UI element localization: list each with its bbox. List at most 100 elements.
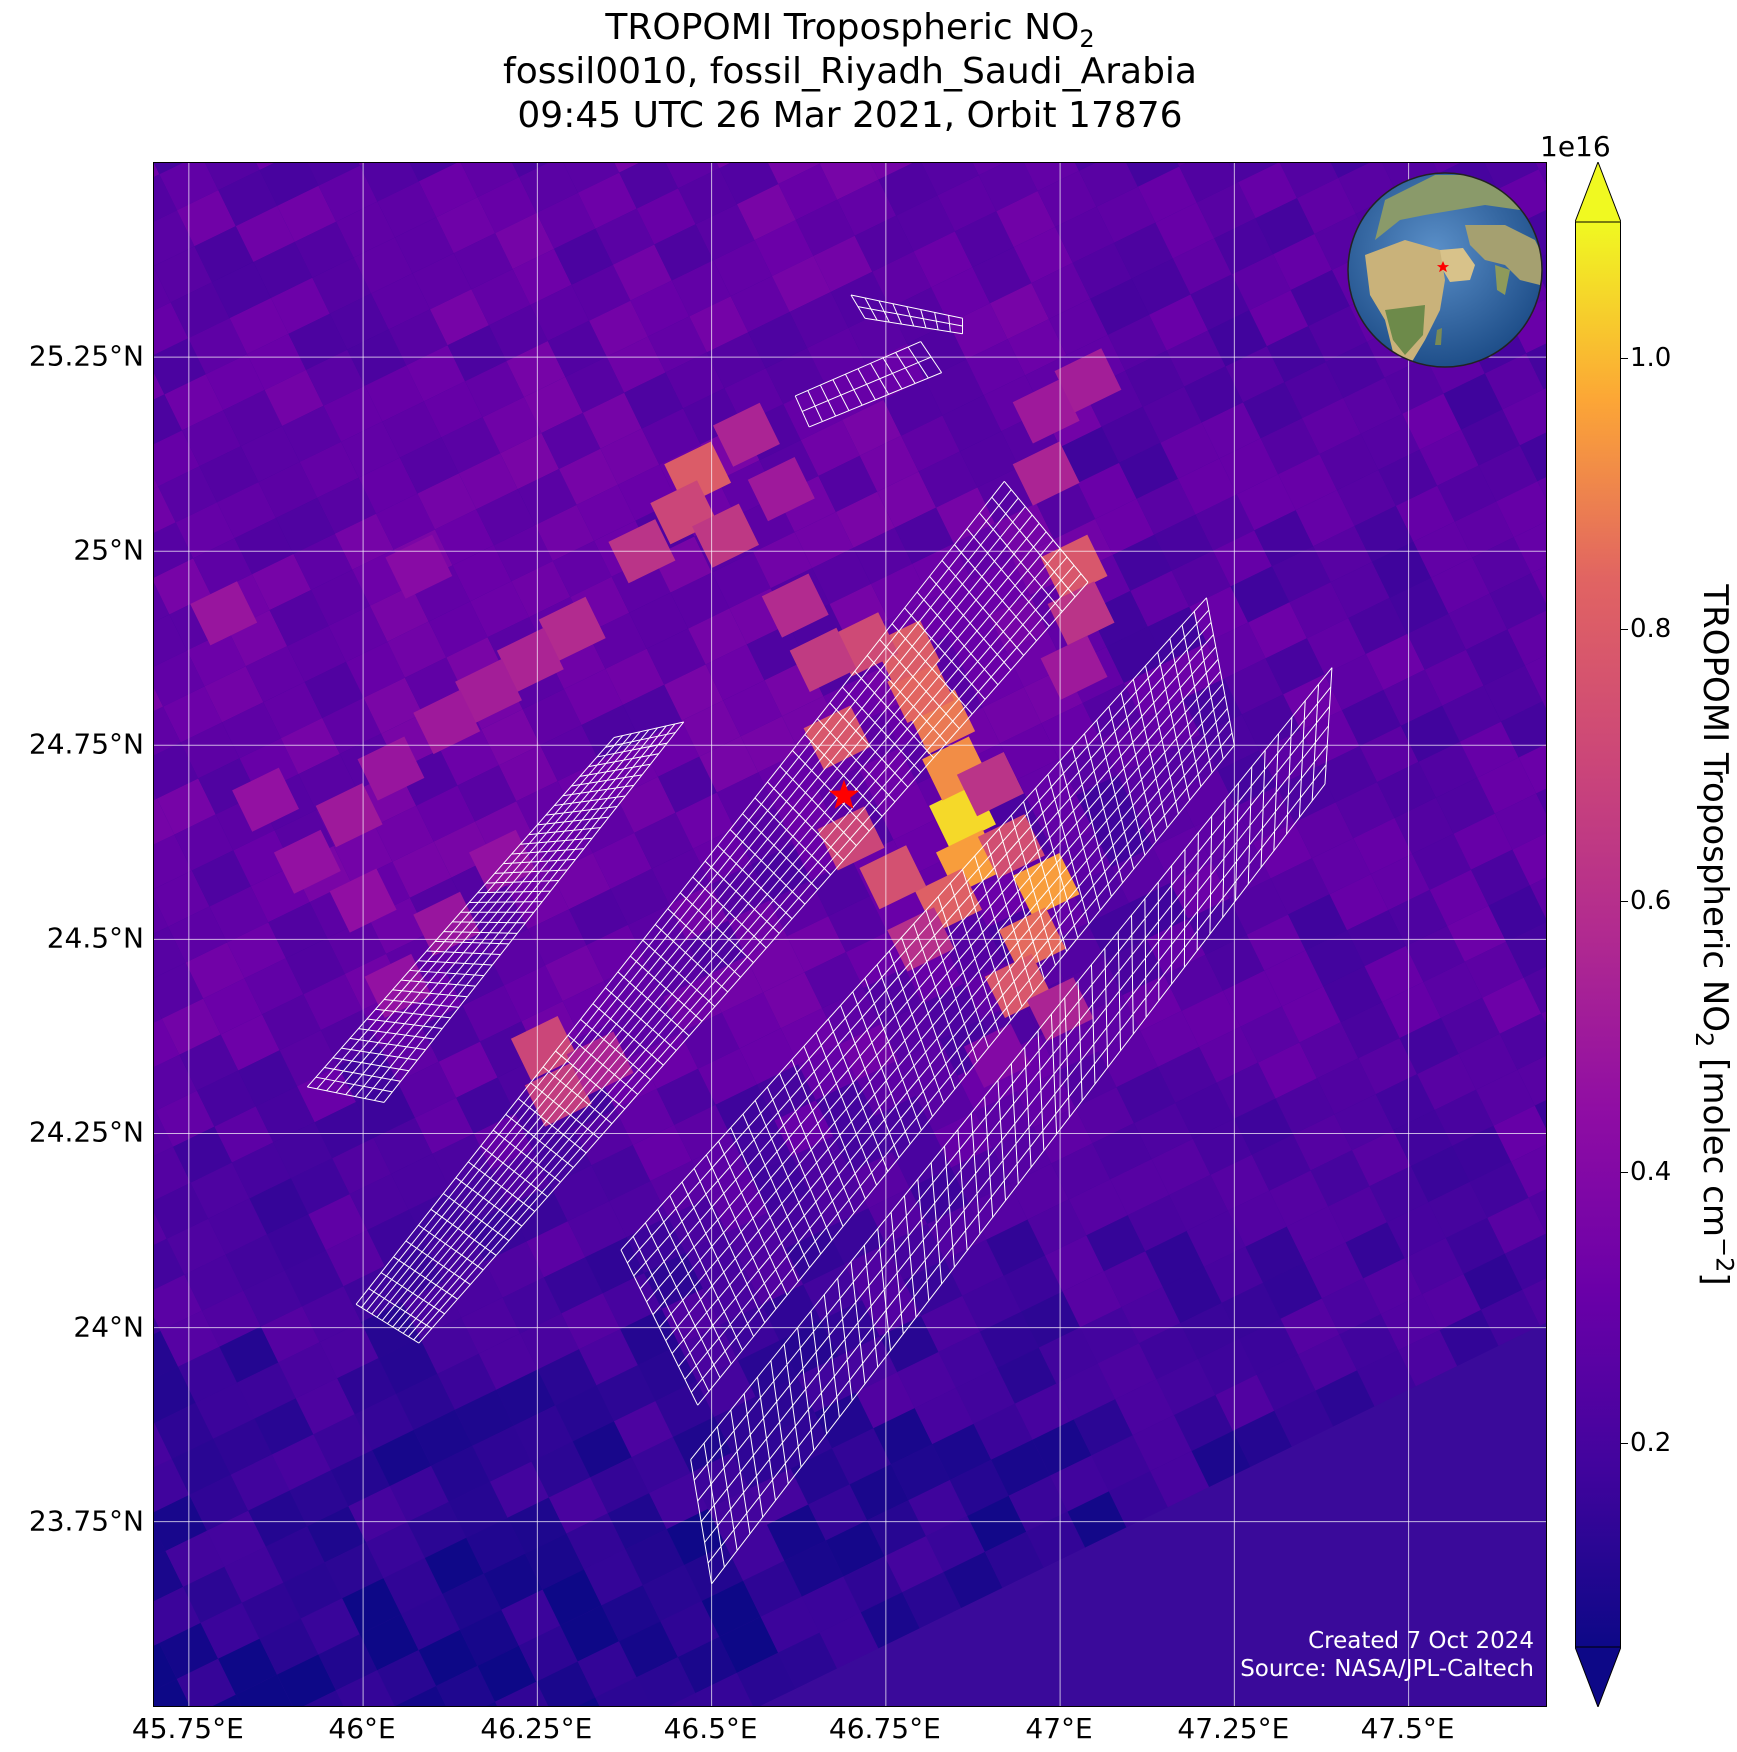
no2-background-cell xyxy=(1255,198,1315,255)
no2-background-cell xyxy=(495,212,555,270)
no2-background-cell xyxy=(1156,1359,1216,1416)
no2-background-cell xyxy=(234,518,294,575)
no2-background-cell xyxy=(154,1317,161,1335)
africa-landmass xyxy=(1365,240,1445,365)
no2-plume-cell xyxy=(1040,534,1108,599)
no2-background-cell xyxy=(154,1274,202,1331)
no2-background-cell xyxy=(1476,1069,1535,1126)
no2-background-cell xyxy=(1298,1334,1357,1391)
no2-background-cell xyxy=(591,1145,651,1202)
no2-background-cell xyxy=(870,163,913,180)
no2-background-cell xyxy=(909,1167,969,1224)
no2-background-cell xyxy=(1337,469,1396,526)
no2-background-cell xyxy=(948,303,1008,360)
no2-background-cell xyxy=(383,1558,443,1615)
arabia-landmass xyxy=(1440,248,1475,282)
no2-background-cell xyxy=(569,889,628,946)
no2-background-cell xyxy=(1347,910,1406,967)
no2-background-cell xyxy=(1211,842,1271,899)
no2-background-cell xyxy=(726,1212,786,1269)
no2-background-cell xyxy=(1186,1210,1246,1267)
no2-background-cell xyxy=(334,513,394,570)
no2-background-cell xyxy=(302,1286,361,1343)
colorbar-extend-bottom xyxy=(1575,1646,1621,1707)
no2-background-cell xyxy=(1407,613,1466,670)
no2-background-cell xyxy=(1174,1395,1233,1452)
no2-background-cell xyxy=(511,561,571,618)
no2-background-cell xyxy=(1308,305,1368,362)
no2-background-cell xyxy=(680,1012,740,1069)
no2-background-cell xyxy=(312,257,372,314)
no2-background-cell xyxy=(1206,622,1266,679)
y-tick-label: 24.5°N xyxy=(46,921,144,955)
no2-background-cell xyxy=(419,1317,479,1374)
no2-background-cell xyxy=(842,399,902,456)
no2-background-cell xyxy=(341,421,400,478)
no2-background-cell xyxy=(154,478,159,489)
no2-plume-cell xyxy=(1054,348,1122,413)
no2-background-cell xyxy=(1243,382,1302,439)
no2-background-cell xyxy=(208,1198,267,1255)
no2-background-cell xyxy=(828,896,888,953)
no2-background-cell xyxy=(794,512,854,569)
no2-background-cell xyxy=(176,1658,236,1706)
mesh-line xyxy=(381,523,1040,1321)
no2-background-cell xyxy=(194,226,254,283)
mesh-line xyxy=(392,539,1054,1328)
no2-background-cell xyxy=(518,1625,578,1682)
no2-background-cell xyxy=(329,293,389,350)
mesh-line xyxy=(794,395,810,428)
mesh-line xyxy=(665,683,1224,1341)
no2-background-cell xyxy=(154,486,176,533)
y-tick-label: 25.25°N xyxy=(28,339,144,373)
no2-background-cell xyxy=(996,191,1056,248)
no2-background-cell xyxy=(154,834,192,890)
no2-background-cell xyxy=(1072,242,1132,299)
no2-background-cell xyxy=(155,1090,215,1147)
mesh-line xyxy=(684,720,1231,1380)
no2-background-cell xyxy=(490,1461,549,1518)
no2-background-cell xyxy=(184,1254,244,1311)
no2-background-cell xyxy=(190,1162,250,1219)
no2-background-cell xyxy=(1245,1226,1305,1283)
no2-background-cell xyxy=(1496,481,1546,538)
title-line-3: 09:45 UTC 26 Mar 2021, Orbit 17876 xyxy=(517,95,1183,136)
no2-background-cell xyxy=(1075,163,1096,171)
no2-background-cell xyxy=(438,1041,498,1098)
no2-background-cell xyxy=(787,916,846,973)
no2-background-cell xyxy=(1208,310,1267,367)
no2-background-cell xyxy=(824,363,884,420)
no2-background-cell xyxy=(1184,366,1244,423)
no2-background-cell xyxy=(154,210,195,267)
no2-plume-cell xyxy=(956,752,1024,817)
no2-background-cell xyxy=(254,1398,314,1455)
mesh-line xyxy=(646,646,1217,1303)
no2-background-cell xyxy=(1395,485,1455,542)
no2-background-cell xyxy=(832,1428,891,1485)
no2-background-cell xyxy=(792,1136,851,1193)
no2-background-cell xyxy=(1157,1046,1217,1103)
no2-background-cell xyxy=(443,1261,503,1318)
no2-background-cell xyxy=(154,1330,179,1379)
no2-background-cell xyxy=(397,1061,457,1118)
no2-background-cell xyxy=(359,163,419,202)
no2-background-cell xyxy=(1092,1123,1152,1180)
no2-background-cell xyxy=(526,1221,586,1278)
no2-background-cell xyxy=(1363,1258,1423,1315)
mesh-line xyxy=(700,725,1329,1522)
no2-background-cell xyxy=(1536,788,1546,814)
no2-background-cell xyxy=(1032,1419,1092,1476)
no2-background-cell xyxy=(506,341,566,398)
no2-background-cell xyxy=(1410,1146,1470,1203)
no2-background-cell xyxy=(1213,530,1272,587)
no2-background-cell xyxy=(1036,483,1096,540)
no2-background-cell xyxy=(845,932,905,989)
no2-background-cell xyxy=(730,276,790,333)
no2-background-cell xyxy=(263,682,323,739)
no2-background-cell xyxy=(1038,1327,1098,1384)
no2-background-cell xyxy=(297,1066,356,1123)
no2-background-cell xyxy=(605,648,665,705)
no2-background-cell xyxy=(218,1638,277,1695)
no2-plume-cell xyxy=(761,573,829,638)
no2-background-cell xyxy=(493,525,553,582)
